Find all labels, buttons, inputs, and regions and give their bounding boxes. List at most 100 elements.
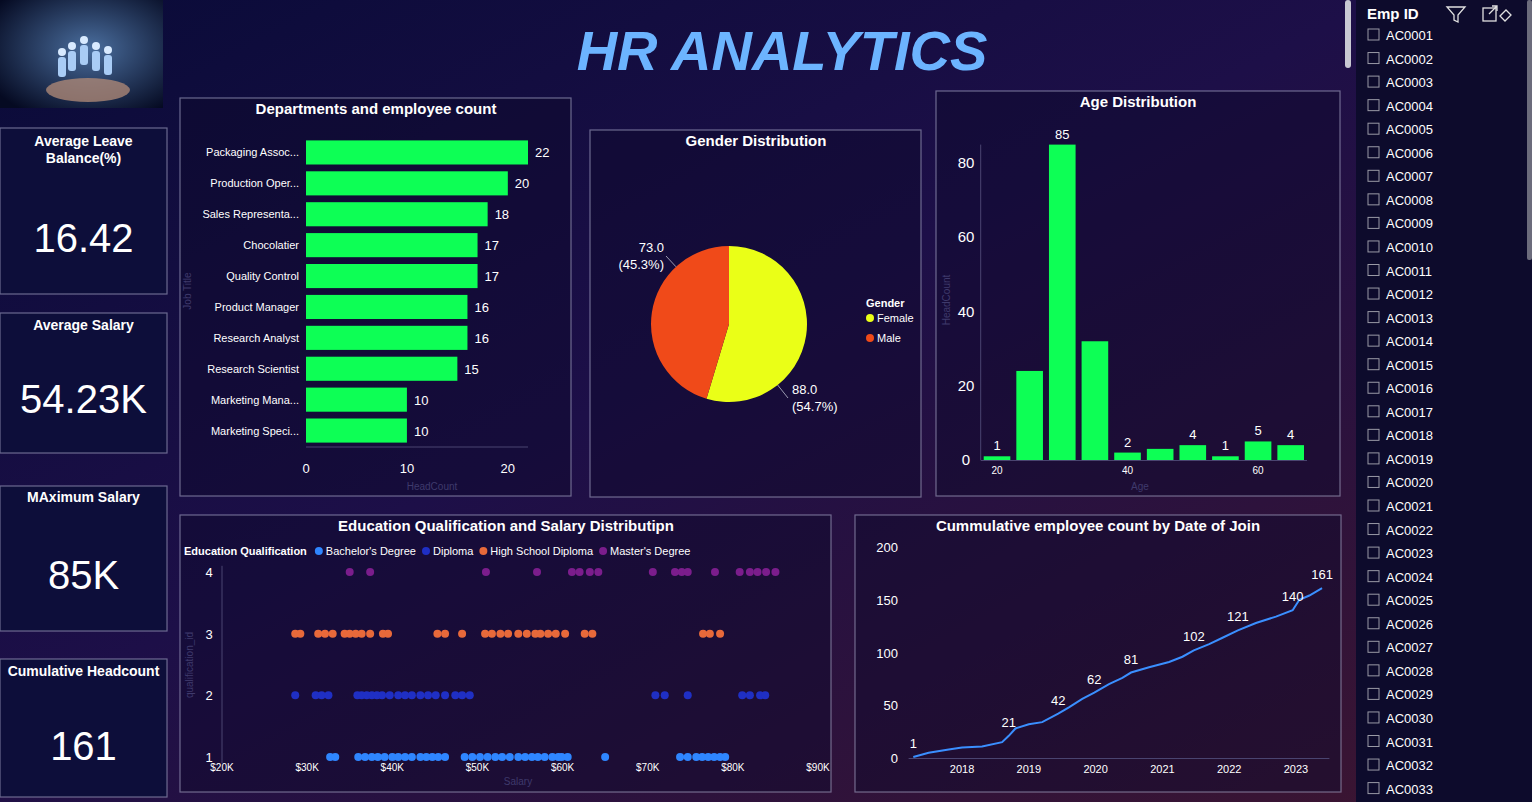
slicer-checkbox[interactable]: [1368, 382, 1379, 393]
slicer-item[interactable]: AC0017: [1386, 405, 1433, 420]
slicer-item[interactable]: AC0028: [1386, 664, 1433, 679]
slicer-checkbox[interactable]: [1368, 524, 1379, 535]
slicer-checkbox[interactable]: [1368, 429, 1379, 440]
slicer-item[interactable]: AC0014: [1386, 334, 1433, 349]
scatter-point: [314, 630, 322, 638]
slicer-item[interactable]: AC0016: [1386, 381, 1433, 396]
slicer-checkbox[interactable]: [1368, 736, 1379, 747]
slicer-item[interactable]: AC0006: [1386, 146, 1433, 161]
y-tick-label: 20: [958, 377, 975, 394]
slicer-checkbox[interactable]: [1368, 288, 1379, 299]
slicer-checkbox[interactable]: [1368, 476, 1379, 487]
slicer-checkbox[interactable]: [1368, 76, 1379, 87]
slicer-item[interactable]: AC0027: [1386, 640, 1433, 655]
slicer-item[interactable]: AC0005: [1386, 122, 1433, 137]
category-label: Product Manager: [215, 301, 300, 313]
slicer-item[interactable]: AC0004: [1386, 99, 1433, 114]
scatter-point: [736, 568, 744, 576]
y-axis-title: qualification_id: [184, 632, 195, 698]
scatter-point: [534, 753, 542, 761]
slicer-item[interactable]: AC0007: [1386, 169, 1433, 184]
slicer-checkbox[interactable]: [1368, 241, 1379, 252]
slicer-checkbox[interactable]: [1368, 618, 1379, 629]
slicer-item[interactable]: AC0025: [1386, 593, 1433, 608]
slicer-checkbox[interactable]: [1368, 100, 1379, 111]
slicer-item[interactable]: AC0023: [1386, 546, 1433, 561]
slicer-checkbox[interactable]: [1368, 335, 1379, 346]
slicer-item[interactable]: AC0003: [1386, 75, 1433, 90]
scatter-panel: [180, 515, 831, 792]
legend-title: Gender: [866, 297, 905, 309]
slicer-checkbox[interactable]: [1368, 217, 1379, 228]
slicer-checkbox[interactable]: [1368, 312, 1379, 323]
bar: [1179, 445, 1206, 460]
data-label: 1: [910, 736, 917, 751]
scatter-point: [536, 630, 544, 638]
slicer-item[interactable]: AC0001: [1386, 28, 1433, 43]
data-label-line: (54.7%): [792, 399, 838, 414]
x-tick-label: 40: [1122, 465, 1134, 476]
data-label: 1: [993, 438, 1000, 453]
slicer-checkbox[interactable]: [1368, 147, 1379, 158]
page-scrollbar: [1345, 0, 1351, 68]
slicer-checkbox[interactable]: [1368, 759, 1379, 770]
slicer-item[interactable]: AC0009: [1386, 216, 1433, 231]
clear-icon[interactable]: [1500, 10, 1511, 21]
slicer-checkbox[interactable]: [1368, 641, 1379, 652]
slicer-item[interactable]: AC0002: [1386, 52, 1433, 67]
slicer-item[interactable]: AC0021: [1386, 499, 1433, 514]
slicer-item[interactable]: AC0018: [1386, 428, 1433, 443]
scatter-point: [366, 568, 374, 576]
slicer-item[interactable]: AC0013: [1386, 311, 1433, 326]
slicer-checkbox[interactable]: [1368, 406, 1379, 417]
slicer-checkbox[interactable]: [1368, 53, 1379, 64]
focus-icon[interactable]: [1483, 8, 1496, 21]
slicer-checkbox[interactable]: [1368, 123, 1379, 134]
x-tick-label: $30K: [295, 762, 319, 773]
slicer-item[interactable]: AC0010: [1386, 240, 1433, 255]
slicer-item[interactable]: AC0022: [1386, 523, 1433, 538]
slicer-checkbox[interactable]: [1368, 265, 1379, 276]
kpi-value: 161: [50, 724, 117, 768]
slicer-item[interactable]: AC0015: [1386, 358, 1433, 373]
chart-title: Education Qualification and Salary Distr…: [338, 517, 674, 534]
slicer-checkbox[interactable]: [1368, 500, 1379, 511]
x-axis-line: [981, 460, 1307, 461]
slicer-checkbox[interactable]: [1368, 170, 1379, 181]
data-label: 81: [1124, 652, 1138, 667]
slicer-checkbox[interactable]: [1368, 547, 1379, 558]
category-label: Production Oper...: [210, 177, 299, 189]
slicer-checkbox[interactable]: [1368, 453, 1379, 464]
slicer-item[interactable]: AC0012: [1386, 287, 1433, 302]
slicer-checkbox[interactable]: [1368, 29, 1379, 40]
slicer-checkbox[interactable]: [1368, 359, 1379, 370]
slicer-item[interactable]: AC0033: [1386, 782, 1433, 797]
image-person-head: [80, 36, 88, 44]
filter-icon[interactable]: [1447, 7, 1465, 22]
scatter-point: [481, 630, 489, 638]
slicer-checkbox[interactable]: [1368, 571, 1379, 582]
x-tick-label: 2019: [1017, 763, 1041, 775]
scatter-point: [581, 630, 589, 638]
slicer-item[interactable]: AC0026: [1386, 617, 1433, 632]
slicer-item[interactable]: AC0011: [1386, 264, 1432, 279]
slicer-checkbox[interactable]: [1368, 194, 1379, 205]
slicer-item[interactable]: AC0031: [1386, 735, 1433, 750]
slicer-checkbox[interactable]: [1368, 783, 1379, 794]
scatter-point: [514, 630, 522, 638]
data-label: 21: [1002, 715, 1016, 730]
scatter-point: [552, 630, 560, 638]
slicer-item[interactable]: AC0019: [1386, 452, 1433, 467]
slicer-item[interactable]: AC0030: [1386, 711, 1433, 726]
slicer-item[interactable]: AC0029: [1386, 687, 1433, 702]
slicer-item[interactable]: AC0008: [1386, 193, 1433, 208]
slicer-checkbox[interactable]: [1368, 688, 1379, 699]
y-tick-label: 2: [205, 688, 212, 703]
slicer-checkbox[interactable]: [1368, 594, 1379, 605]
slicer-item[interactable]: AC0024: [1386, 570, 1433, 585]
slicer-item[interactable]: AC0032: [1386, 758, 1433, 773]
legend-marker: [599, 547, 607, 555]
slicer-item[interactable]: AC0020: [1386, 475, 1433, 490]
slicer-checkbox[interactable]: [1368, 712, 1379, 723]
slicer-checkbox[interactable]: [1368, 665, 1379, 676]
